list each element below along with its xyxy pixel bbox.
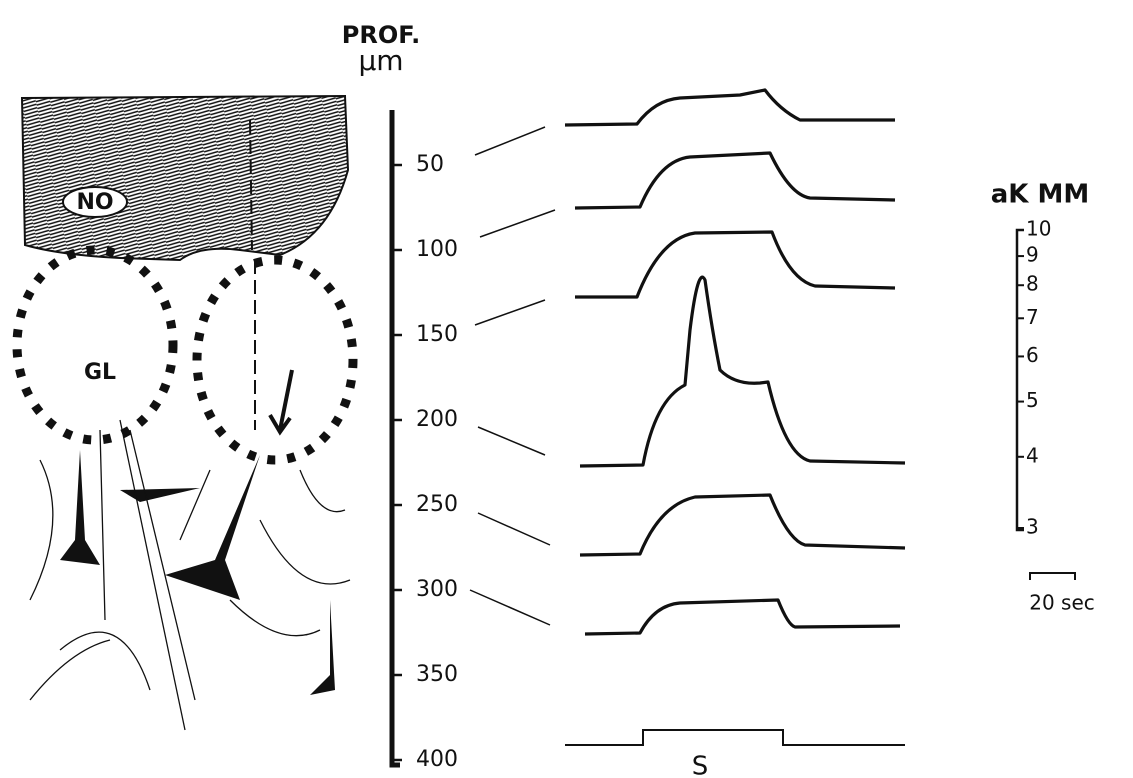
depth-tick-label: 50 [416, 152, 444, 177]
time-bar [1029, 572, 1076, 580]
ak-tick-label: 3 [1026, 515, 1039, 539]
ak-tick-label: 8 [1026, 272, 1039, 296]
traces [564, 88, 906, 746]
depth-tick-label: 250 [416, 492, 458, 517]
arrow [268, 369, 294, 436]
histology [12, 94, 358, 731]
ak-tick-label: 10 [1026, 217, 1051, 241]
connector [477, 426, 546, 456]
ak-title: aK MM [991, 180, 1090, 210]
depth-tick-label: 150 [416, 322, 458, 347]
depth-unit: µm [358, 44, 403, 77]
depth-tick-label: 300 [416, 577, 458, 602]
dendrite [29, 419, 351, 731]
depth-title: PROF. [342, 21, 420, 49]
connectors [469, 126, 556, 626]
trace [574, 151, 896, 210]
trace [575, 230, 896, 299]
ak-axis [1015, 228, 1024, 532]
depth-tick-label: 100 [416, 237, 458, 262]
ak-tick-label: 5 [1026, 388, 1039, 412]
no-oval [62, 186, 128, 218]
ak-tick-label: 7 [1026, 305, 1039, 329]
trace [584, 598, 901, 636]
trace [579, 275, 906, 468]
depth-axis [389, 110, 400, 768]
ak-tick-label: 9 [1026, 243, 1039, 267]
trace [579, 493, 906, 557]
connector [479, 209, 556, 238]
stimulus-trace [565, 729, 905, 746]
depth-tick-label: 400 [416, 747, 458, 772]
stimulus-label: S [692, 752, 709, 778]
gl-label: GL [84, 360, 116, 385]
electrode-track [249, 119, 256, 430]
nerve-layer [20, 94, 350, 262]
connector [474, 126, 546, 156]
connector [474, 299, 546, 326]
glomerulus [192, 255, 358, 465]
neuron [60, 450, 335, 695]
connector [477, 512, 551, 546]
ak-tick-label: 6 [1026, 343, 1039, 367]
ak-tick-label: 4 [1026, 443, 1039, 467]
connector [469, 589, 551, 626]
time-label: 20 sec [1029, 591, 1095, 615]
glomerulus [12, 245, 178, 445]
depth-tick-label: 200 [416, 407, 458, 432]
depth-tick-label: 350 [416, 662, 458, 687]
no-label: NO [76, 190, 113, 215]
trace [564, 88, 895, 127]
